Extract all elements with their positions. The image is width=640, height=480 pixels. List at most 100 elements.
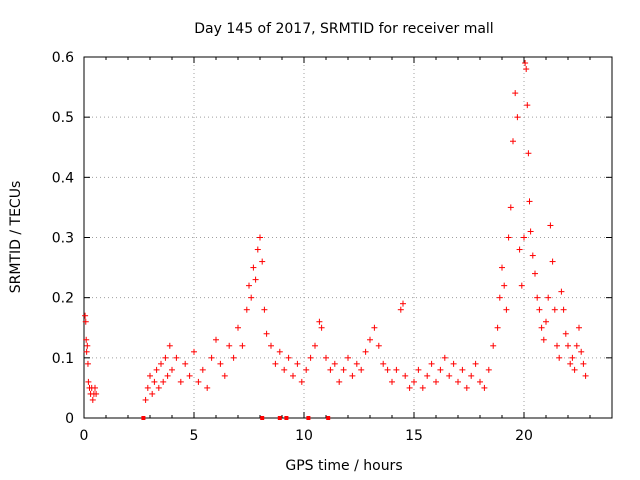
data-point [455,378,461,385]
data-point [204,384,211,391]
data-point [389,378,395,385]
x-tick-label: 15 [405,428,423,444]
data-point [526,198,533,205]
data-point [397,306,404,313]
data-point-zero [141,416,146,420]
data-point [411,378,417,385]
data-point [419,384,426,391]
data-point [573,342,580,349]
data-point [250,264,257,271]
data-point [268,342,274,349]
data-point [428,360,435,367]
x-tick-label: 10 [295,428,313,444]
data-point [400,300,406,307]
data-point [477,378,483,385]
data-point [169,366,175,373]
y-tick-label: 0.6 [52,50,74,66]
data-point [243,306,250,313]
y-tick-label: 0.5 [52,110,74,126]
data-point [499,264,505,271]
data-point [393,366,400,373]
y-tick-label: 0.4 [52,170,74,186]
data-point [490,342,497,349]
data-point [93,390,100,397]
data-point [560,306,567,313]
data-point [199,366,206,373]
data-point [516,246,523,253]
data-point [195,378,202,385]
data-point [450,360,457,367]
data-point-zero [260,416,265,420]
data-point [571,366,578,373]
data-point [543,318,549,325]
axis-tick-labels: 0 5 10 15 20 0 0.1 0.2 0.3 0.4 0.5 0.6 [52,50,533,444]
data-point [230,354,237,361]
data-point-zero [326,416,331,420]
data-point [540,336,547,343]
data-point [155,384,162,391]
data-point [384,366,391,373]
data-point [298,378,305,385]
x-tick-label: 20 [515,428,533,444]
data-point [149,390,156,397]
y-tick-label: 0 [65,411,74,427]
data-point [580,360,587,367]
data-point [510,138,516,145]
data-point [182,360,189,367]
data-point [554,342,560,349]
data-point [336,378,343,385]
data-point [536,306,543,313]
data-point [307,354,314,361]
data-point [272,360,279,367]
data-point [213,336,219,343]
data-point [472,360,479,367]
data-point [235,324,241,331]
data-point [525,150,532,157]
data-point [327,366,334,373]
data-point [576,324,582,331]
data-point [254,246,261,253]
data-point [529,252,536,259]
data-point [545,294,552,301]
data-point [524,102,531,109]
data-point [162,354,169,361]
data-point [290,372,296,379]
data-point [521,234,527,241]
data-point [406,384,413,391]
data-point [186,372,193,379]
data-point [437,366,444,373]
data-point [239,342,246,349]
data-point [164,372,171,379]
data-point [318,324,325,331]
data-point [582,372,589,379]
data-point [371,324,378,331]
data-point [505,234,512,241]
y-tick-label: 0.1 [52,351,74,367]
data-point [191,348,197,355]
data-point [501,282,508,289]
data-point [485,366,492,373]
data-point [85,378,92,385]
data-point [82,318,89,325]
data-point [468,372,475,379]
data-point [312,342,318,349]
data-points [82,60,589,420]
data-point [441,354,448,361]
data-point [158,360,164,367]
data-point [226,342,233,349]
data-point [208,354,215,361]
data-point [494,324,501,331]
x-tick-label: 0 [80,428,89,444]
data-point [221,372,228,379]
data-point [261,306,268,313]
data-point [331,360,338,367]
data-point [153,366,160,373]
data-point [147,372,153,379]
data-point [569,354,576,361]
data-point [151,378,158,385]
y-tick-label: 0.3 [52,231,74,247]
data-point [522,60,529,67]
data-point-zero [284,416,289,420]
data-point [534,294,541,301]
